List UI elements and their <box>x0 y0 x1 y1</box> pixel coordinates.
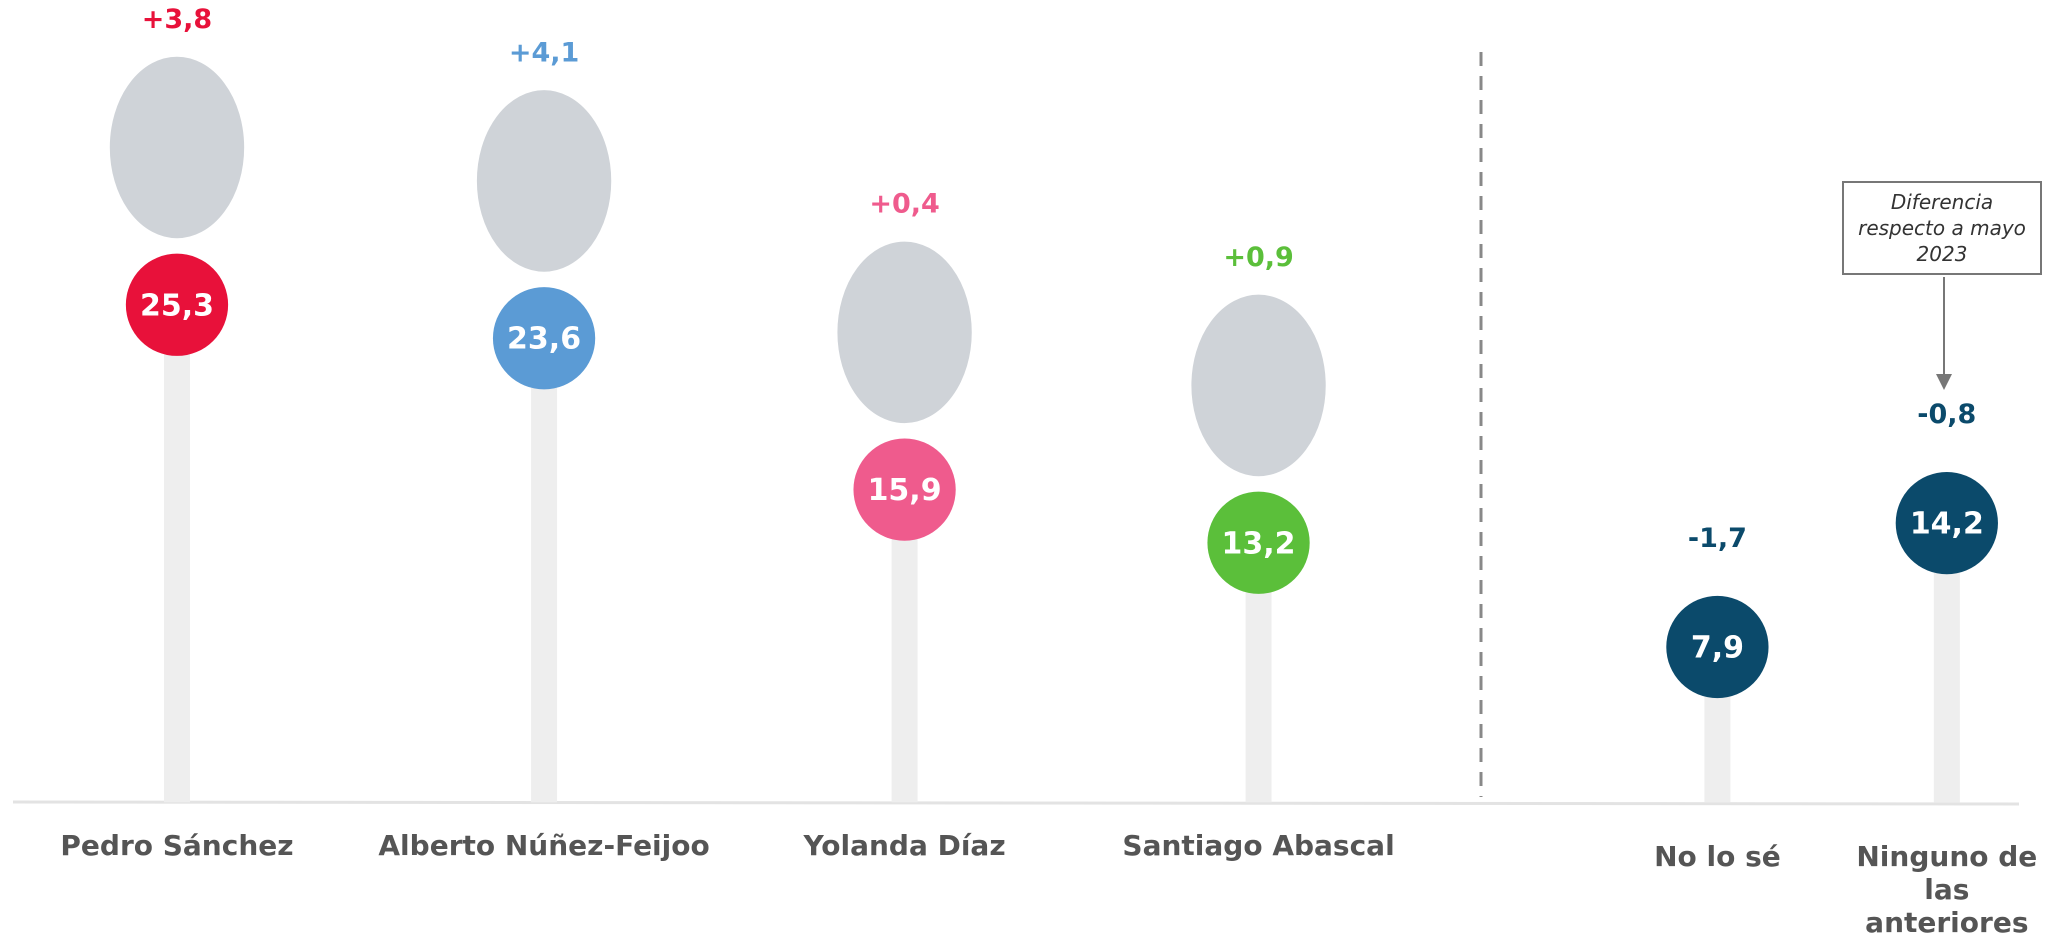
stem <box>531 338 558 803</box>
dot <box>1666 595 1769 699</box>
value-label: 7,9 <box>1691 630 1744 665</box>
category-label: Yolanda Díaz <box>803 828 1006 862</box>
value-label: 23,6 <box>507 322 581 357</box>
change-label: -1,7 <box>1688 523 1747 554</box>
dot <box>1895 471 1998 575</box>
value-label: 14,2 <box>1910 507 1984 542</box>
change-label: +3,8 <box>142 4 212 35</box>
change-label: +0,9 <box>1223 242 1293 273</box>
category-label: Santiago Abascal <box>1122 828 1395 862</box>
value-label: 13,2 <box>1222 526 1296 561</box>
dot <box>853 438 956 541</box>
annotation: Diferencia respecto a mayo 2023 <box>1842 181 2042 275</box>
category-label: No lo sé <box>1654 840 1781 874</box>
value-label: 15,9 <box>868 473 942 508</box>
change-label: -0,8 <box>1917 399 1976 430</box>
dot <box>125 253 229 356</box>
dot <box>1207 491 1310 594</box>
baseline <box>12 800 2020 806</box>
category-label: Pedro Sánchez <box>60 828 294 862</box>
arrow-head <box>1936 374 1952 390</box>
change-label: +0,4 <box>869 189 939 220</box>
dot <box>492 287 596 390</box>
change-label: +4,1 <box>509 37 579 68</box>
stem <box>163 304 190 803</box>
value-label: 25,3 <box>140 288 214 323</box>
stem <box>891 489 918 803</box>
category-label: Ninguno de las anteriores <box>1856 840 2038 940</box>
photo <box>474 88 614 274</box>
photo <box>107 54 247 241</box>
photo <box>835 239 974 426</box>
photo <box>1189 292 1328 479</box>
category-label: Alberto Núñez-Feijoo <box>378 828 710 862</box>
